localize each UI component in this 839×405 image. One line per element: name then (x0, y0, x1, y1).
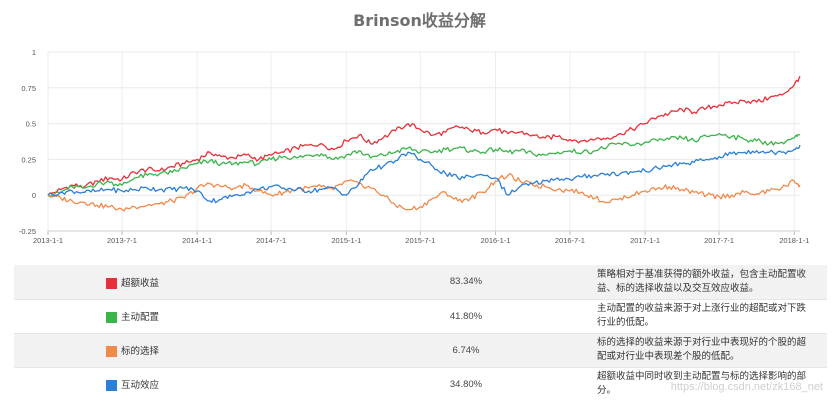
chart-title: Brinson收益分解 (353, 11, 486, 30)
x-tick-label: 2016-7-1 (555, 236, 585, 245)
x-tick-label: 2018-1-1 (779, 236, 809, 245)
series-line-0 (47, 76, 801, 196)
legend-table: 超额收益 83.34% 策略相对于基准获得的额外收益，包含主动配置收益、标的选择收益… (14, 265, 827, 401)
x-tick-label: 2017-1-1 (630, 236, 660, 245)
legend-row: 标的选择 6.74% 标的选择的收益来源于对行业中表现好的个股的超配或对行业中表现差… (14, 332, 827, 367)
legend-name: 互动效应 (121, 380, 160, 392)
legend-description: 标的选择的收益来源于对行业中表现好的个股的超配或对行业中表现差个股的低配。 (591, 332, 827, 367)
legend-name-cell: 主动配置 (14, 298, 341, 333)
legend-name: 超额收益 (121, 277, 160, 289)
legend-value: 83.34% (341, 265, 591, 299)
legend-row: 互动效应 34.80% 超额收益中同时收到主动配置与标的选择影响的部分。 (14, 366, 827, 401)
legend-value: 41.80% (341, 298, 591, 333)
x-tick-label: 2015-7-1 (405, 236, 435, 245)
legend-value: 6.74% (341, 332, 591, 367)
x-tick-label: 2017-7-1 (704, 236, 734, 245)
x-tick-label: 2014-1-1 (182, 236, 212, 245)
legend-name-cell: 互动效应 (14, 366, 341, 401)
legend-row: 主动配置 41.80% 主动配置的收益来源于对上涨行业的超配或对下跌行业的低配。 (14, 298, 827, 333)
y-tick-label: 0 (32, 191, 36, 200)
legend-description: 主动配置的收益来源于对上涨行业的超配或对下跌行业的低配。 (591, 298, 827, 333)
x-tick-label: 2014-7-1 (256, 236, 286, 245)
x-tick-label: 2013-1-1 (33, 236, 63, 245)
legend-swatch (106, 277, 117, 289)
legend-swatch (106, 311, 117, 323)
x-tick-label: 2016-1-1 (481, 236, 511, 245)
legend-name-cell: 标的选择 (14, 332, 341, 367)
chart-grid (47, 51, 800, 232)
legend-name: 标的选择 (121, 346, 160, 357)
legend-value: 34.80% (341, 366, 591, 401)
legend-name: 主动配置 (121, 312, 160, 323)
y-tick-label: 1 (32, 48, 36, 57)
series-line-1 (47, 132, 801, 198)
legend-row: 超额收益 83.34% 策略相对于基准获得的额外收益，包含主动配置收益、标的选择收益… (14, 265, 827, 299)
y-tick-label: -0.25 (19, 227, 36, 236)
chart-series (47, 76, 801, 212)
legend-description: 策略相对于基准获得的额外收益，包含主动配置收益、标的选择收益以及交互效应收益。 (591, 265, 827, 299)
legend-swatch (106, 380, 117, 392)
legend-swatch (106, 345, 117, 357)
y-tick-label: 0.75 (21, 84, 36, 93)
y-tick-label: 0.5 (26, 120, 36, 129)
watermark: https://blog.csdn.net/zk168_net (670, 381, 823, 393)
legend-name-cell: 超额收益 (14, 265, 341, 299)
x-tick-label: 2013-7-1 (107, 236, 137, 245)
series-line-3 (47, 144, 801, 204)
legend-description: 超额收益中同时收到主动配置与标的选择影响的部分。 (591, 366, 827, 401)
y-tick-label: 0.25 (21, 155, 36, 164)
x-tick-label: 2015-1-1 (331, 236, 361, 245)
series-line-2 (47, 172, 801, 212)
